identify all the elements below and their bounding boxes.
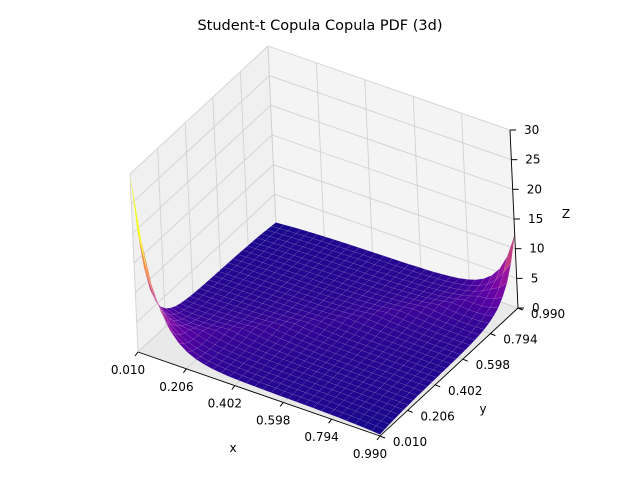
x-tick-label: 0.402 — [208, 397, 242, 411]
z-tick-label: 0 — [532, 301, 540, 315]
y-tick — [435, 384, 441, 388]
surface-patch — [461, 337, 476, 346]
surface-patch — [437, 360, 452, 369]
x-axis-line — [137, 351, 381, 437]
surface-patch — [442, 355, 457, 365]
grid-line — [267, 45, 511, 131]
x-tick — [134, 351, 139, 357]
surface-patch — [371, 425, 386, 435]
surface-patch — [428, 369, 442, 378]
surface-patch — [489, 296, 503, 309]
surface-patch — [380, 415, 395, 425]
z-tick-label: 30 — [524, 123, 539, 137]
grid-line — [131, 75, 270, 204]
surface-patch — [451, 346, 466, 355]
z-tick-label: 20 — [527, 182, 542, 196]
y-tick — [462, 358, 468, 362]
surface-patch — [498, 263, 512, 289]
surface-patch — [466, 331, 480, 341]
grid-line — [136, 194, 275, 323]
grid-line — [273, 164, 516, 250]
grid-line — [269, 75, 512, 161]
surface-patch — [385, 411, 400, 420]
x-axis-label: x — [229, 441, 236, 455]
y-axis-label: y — [479, 402, 486, 416]
tick-marks — [134, 129, 524, 441]
x-tick-label: 0.990 — [353, 447, 387, 461]
surface-patch — [456, 341, 471, 351]
y-tick-label: 0.402 — [448, 384, 482, 398]
grid-line — [135, 164, 274, 293]
surface-patch — [475, 320, 490, 330]
surface-patch — [390, 406, 404, 415]
x-tick-label: 0.794 — [304, 430, 338, 444]
surface-patch — [423, 374, 438, 383]
y-tick-label: 0.794 — [503, 333, 537, 347]
chart-title: Student-t Copula Copula PDF (3d) — [197, 18, 442, 34]
x-tick-label: 0.206 — [159, 380, 193, 394]
y-tick-label: 0.010 — [393, 435, 427, 449]
x-tick — [231, 385, 236, 390]
grid-line — [271, 134, 515, 220]
grid-line — [129, 45, 269, 175]
tick-labels: 0.010 0.206 0.402 0.598 0.794 0.990 0.010 0.206… — [111, 123, 565, 461]
surface-patch — [470, 326, 485, 336]
surface-patch — [484, 307, 499, 317]
z-tick-label: 25 — [525, 153, 540, 167]
surface-plot — [129, 173, 515, 435]
surface-patch — [404, 392, 419, 401]
grid-line — [274, 193, 517, 279]
surface-patch — [432, 365, 447, 374]
y-tick-label: 0.206 — [420, 409, 454, 423]
surface-patch — [447, 351, 461, 360]
y-tick — [379, 435, 386, 439]
y-tick — [490, 333, 496, 337]
z-tick-label: 15 — [528, 212, 543, 226]
y-tick-label: 0.598 — [476, 358, 510, 372]
y-axis-line — [379, 307, 519, 437]
surface-patch — [418, 378, 433, 387]
y-tick-label: 0.990 — [531, 307, 565, 321]
y-tick — [407, 409, 413, 413]
x-tick — [182, 368, 187, 374]
x-tick-label: 0.010 — [111, 363, 145, 377]
z-axis-label: Z — [562, 207, 570, 221]
x-tick-label: 0.598 — [256, 413, 290, 427]
grid-line — [132, 105, 271, 234]
x-tick — [376, 435, 381, 441]
grid-line — [133, 134, 273, 264]
x-tick — [328, 418, 333, 424]
x-tick — [279, 402, 284, 407]
grid-line — [270, 104, 513, 190]
z-tick-label: 5 — [531, 271, 539, 285]
z-tick-label: 10 — [529, 242, 544, 256]
surface-patch — [494, 282, 508, 300]
